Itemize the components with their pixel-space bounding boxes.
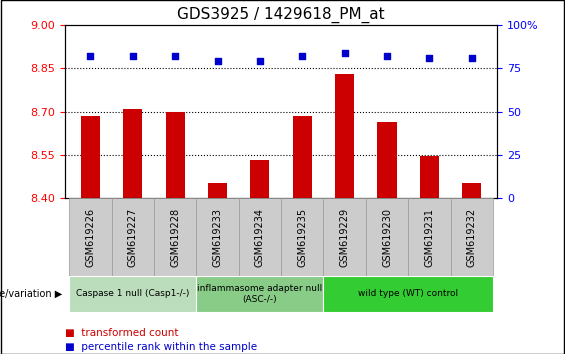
Bar [197, 276, 323, 312]
Text: GSM619233: GSM619233 [212, 208, 223, 267]
Bar [208, 183, 227, 198]
Bar [293, 116, 312, 198]
Point [425, 55, 434, 61]
Text: Caspase 1 null (Casp1-/-): Caspase 1 null (Casp1-/-) [76, 289, 189, 298]
Text: GSM619234: GSM619234 [255, 208, 265, 267]
Text: ■  transformed count: ■ transformed count [65, 328, 179, 338]
Bar [462, 183, 481, 198]
Text: genotype/variation ▶: genotype/variation ▶ [0, 289, 62, 299]
Point [255, 58, 264, 64]
Bar [420, 156, 439, 198]
Bar [250, 160, 270, 198]
Bar [366, 198, 408, 276]
Point [128, 53, 137, 59]
Bar [112, 198, 154, 276]
Bar [69, 276, 197, 312]
Text: wild type (WT) control: wild type (WT) control [358, 289, 458, 298]
Bar [335, 74, 354, 198]
Bar [408, 198, 451, 276]
Text: inflammasome adapter null
(ASC-/-): inflammasome adapter null (ASC-/-) [197, 284, 323, 303]
Point [171, 53, 180, 59]
Text: GSM619232: GSM619232 [467, 207, 477, 267]
Bar [238, 198, 281, 276]
Text: GSM619227: GSM619227 [128, 207, 138, 267]
Bar [123, 109, 142, 198]
Bar [281, 198, 323, 276]
Bar [69, 198, 112, 276]
Title: GDS3925 / 1429618_PM_at: GDS3925 / 1429618_PM_at [177, 7, 385, 23]
Bar [81, 116, 100, 198]
Point [383, 53, 392, 59]
Bar [323, 276, 493, 312]
Point [340, 50, 349, 55]
Text: GSM619231: GSM619231 [424, 208, 434, 267]
Bar [197, 198, 238, 276]
Text: GSM619226: GSM619226 [85, 207, 95, 267]
Bar [451, 198, 493, 276]
Point [298, 53, 307, 59]
Text: GSM619229: GSM619229 [340, 207, 350, 267]
Point [213, 58, 222, 64]
Bar [377, 122, 397, 198]
Bar [323, 198, 366, 276]
Text: ■  percentile rank within the sample: ■ percentile rank within the sample [65, 342, 257, 353]
Bar [166, 112, 185, 198]
Text: GSM619230: GSM619230 [382, 208, 392, 267]
Text: GSM619228: GSM619228 [170, 207, 180, 267]
Text: GSM619235: GSM619235 [297, 207, 307, 267]
Point [467, 55, 476, 61]
Bar [154, 198, 197, 276]
Point [86, 53, 95, 59]
